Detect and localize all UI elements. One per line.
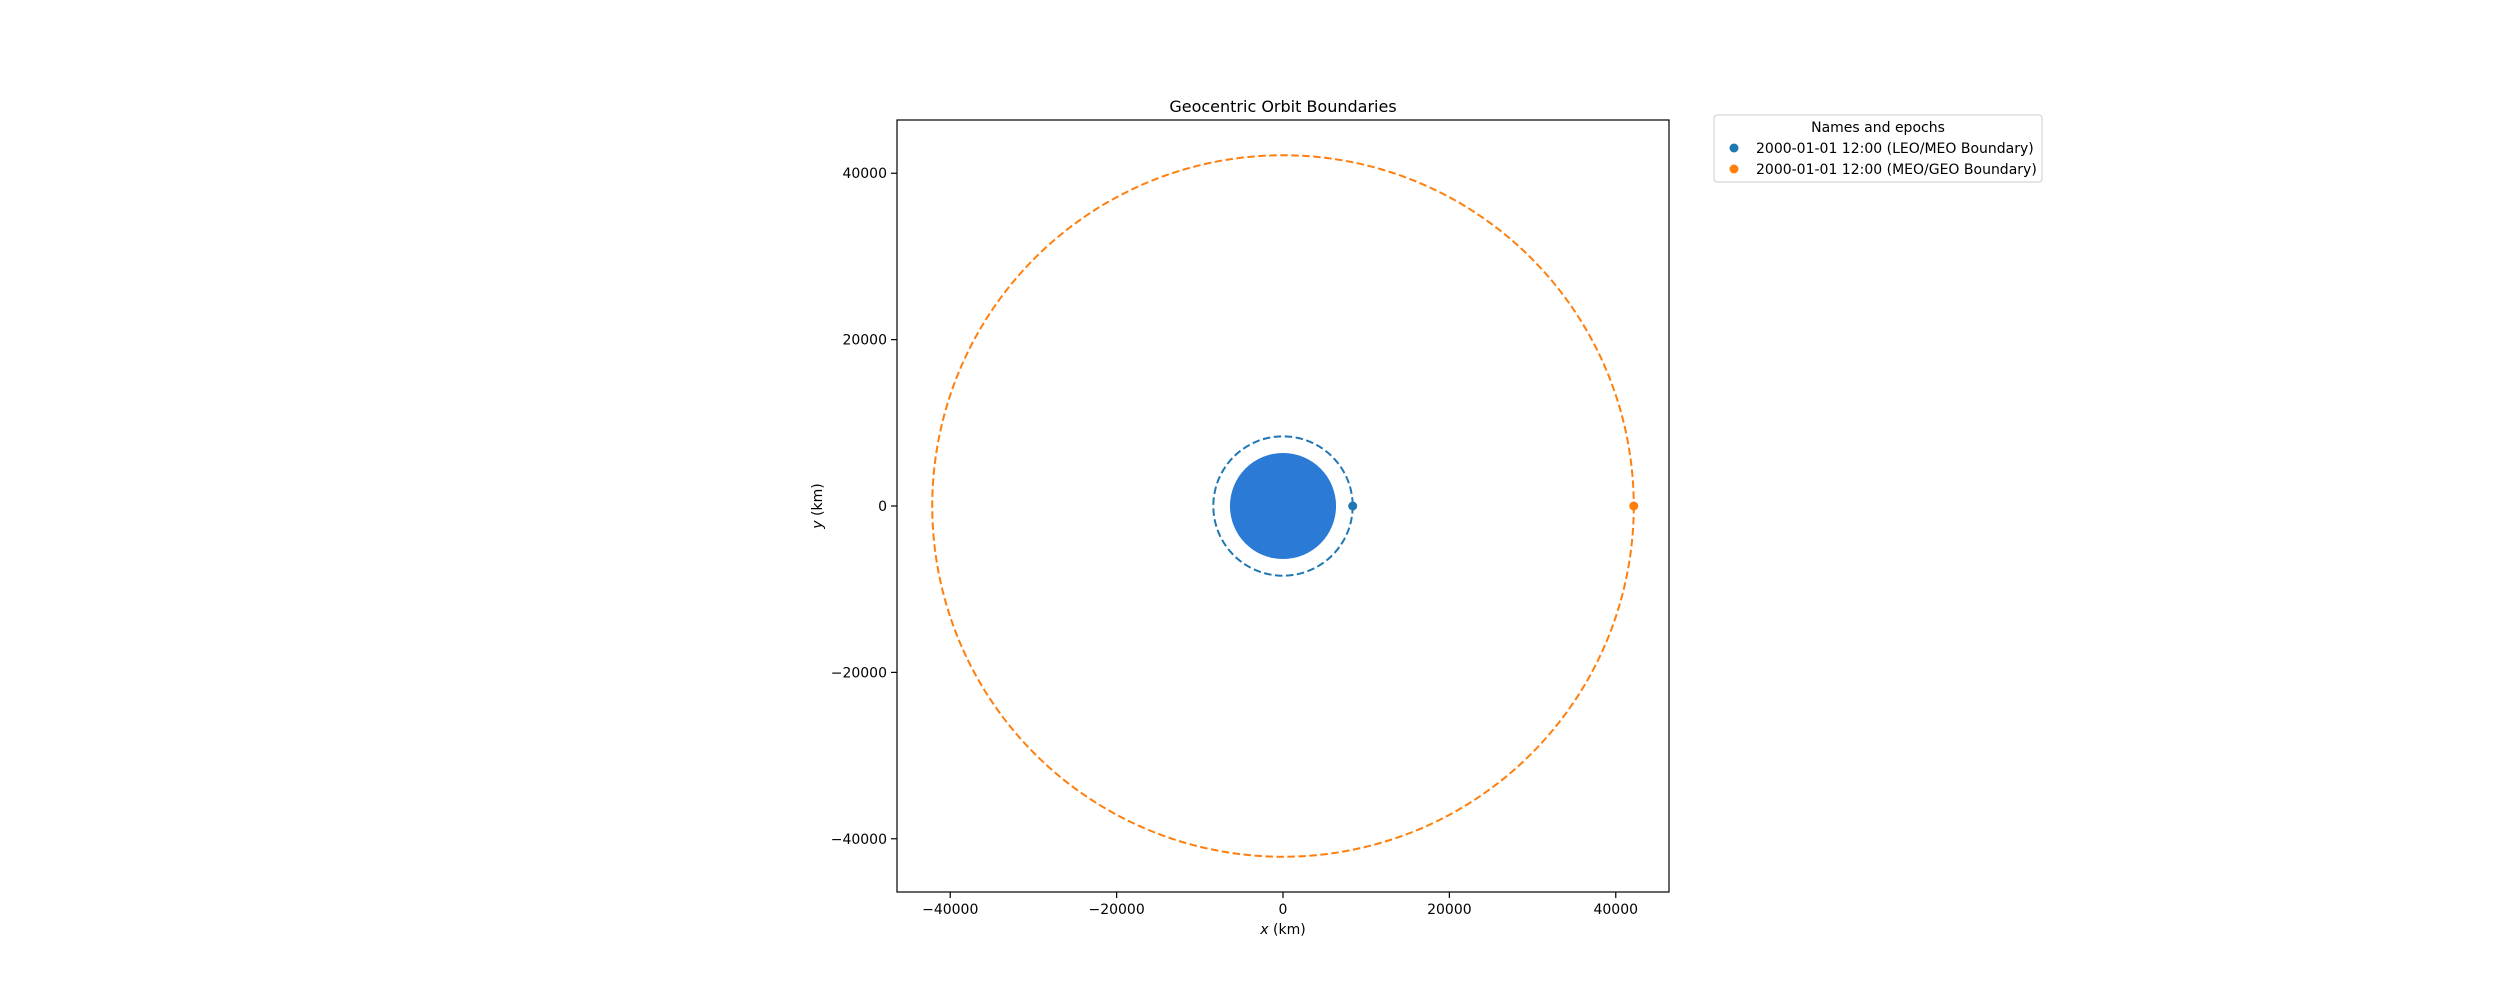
y-tick-label: 20000 (842, 333, 887, 349)
legend-label-0: 2000-01-01 12:00 (LEO/MEO Boundary) (1756, 141, 2034, 157)
x-tick-label: −40000 (922, 902, 978, 918)
x-axis: −40000 −20000 0 20000 40000 (922, 892, 1638, 918)
legend-label-1: 2000-01-01 12:00 (MEO/GEO Boundary) (1756, 162, 2037, 178)
orbit-marker-0 (1348, 501, 1358, 511)
chart-title: Geocentric Orbit Boundaries (1169, 97, 1396, 116)
legend-title: Names and epochs (1811, 120, 1945, 136)
y-tick-label: 40000 (842, 166, 887, 182)
x-axis-label: x (km) (1259, 922, 1305, 938)
y-tick-label: 0 (878, 499, 887, 515)
legend-items: 2000-01-01 12:00 (LEO/MEO Boundary) 2000-… (1729, 141, 2037, 178)
plot-area (896, 119, 1670, 893)
y-axis: −40000 −20000 0 20000 40000 (831, 166, 897, 848)
x-tick-label: 20000 (1427, 902, 1472, 918)
legend-box (1713, 114, 2043, 183)
orbit-marker-1 (1629, 501, 1639, 511)
legend-marker-0 (1729, 143, 1739, 153)
x-tick-label: −20000 (1088, 902, 1144, 918)
y-tick-label: −40000 (831, 832, 887, 848)
legend-marker-1 (1729, 164, 1739, 174)
y-tick-label: −20000 (831, 665, 887, 681)
x-tick-label: 40000 (1593, 902, 1638, 918)
earth-disk (1229, 452, 1337, 560)
legend: Names and epochs 2000-01-01 12:00 (LEO/M… (1713, 114, 2043, 183)
x-tick-label: 0 (1279, 902, 1288, 918)
chart-marks (931, 154, 1639, 858)
y-axis-label: y (km) (810, 483, 826, 529)
